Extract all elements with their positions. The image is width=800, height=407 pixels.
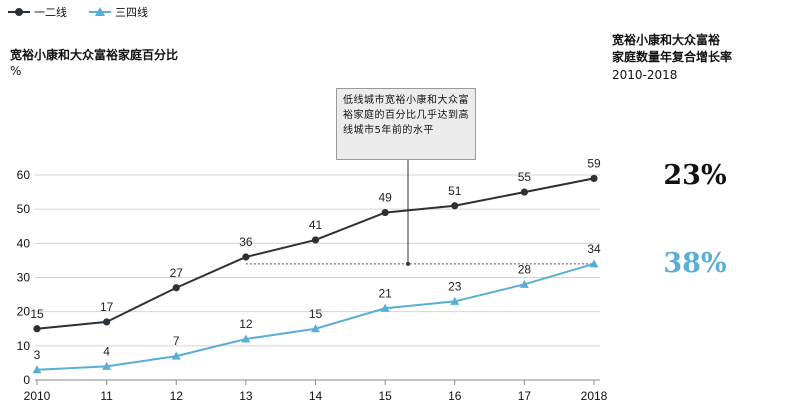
legend-label-tier12: 一二线 xyxy=(34,6,67,19)
data-label: 28 xyxy=(518,262,532,276)
annotation-leader-dot xyxy=(406,261,410,266)
cagr-title-line1: 宽裕小康和大众富裕 xyxy=(612,33,721,47)
data-label: 27 xyxy=(170,266,184,280)
legend-item-tier12: 一二线 xyxy=(8,4,67,20)
y-axis-unit: % xyxy=(10,64,22,78)
data-label: 4 xyxy=(103,344,110,358)
data-point xyxy=(589,259,599,268)
data-point xyxy=(450,296,460,305)
data-label: 55 xyxy=(518,170,532,184)
data-point xyxy=(33,325,41,333)
data-point xyxy=(241,334,251,343)
legend-swatch-tier34 xyxy=(89,7,111,17)
x-tick-label: 13 xyxy=(239,389,253,403)
x-tick-label: 16 xyxy=(448,389,462,403)
data-label: 15 xyxy=(309,307,323,321)
legend-label-tier34: 三四线 xyxy=(115,6,148,19)
x-tick-label: 17 xyxy=(518,389,532,403)
data-point xyxy=(103,318,111,326)
y-tick-label: 20 xyxy=(17,305,31,319)
data-label: 3 xyxy=(34,348,41,362)
data-point xyxy=(172,284,180,292)
data-point xyxy=(311,324,320,333)
data-label: 49 xyxy=(378,191,392,205)
data-label: 36 xyxy=(239,235,253,249)
data-label: 15 xyxy=(30,307,44,321)
x-tick-label: 11 xyxy=(100,389,113,403)
data-point xyxy=(380,303,390,312)
x-tick-label: 2010 xyxy=(24,389,51,403)
y-tick-label: 10 xyxy=(17,339,31,353)
legend: 一二线 三四线 xyxy=(8,4,170,20)
data-point xyxy=(242,253,250,261)
y-tick-label: 60 xyxy=(17,168,31,182)
data-label: 23 xyxy=(448,279,462,293)
y-tick-label: 30 xyxy=(17,271,31,285)
x-tick-label: 2018 xyxy=(581,389,608,403)
data-label: 12 xyxy=(239,317,253,331)
x-tick-label: 15 xyxy=(378,389,392,403)
cagr-title-line2: 家庭数量年复合增长率 xyxy=(612,50,733,64)
legend-item-tier34: 三四线 xyxy=(89,4,148,20)
cagr-value-tier12: 23% xyxy=(663,160,727,191)
data-point xyxy=(451,202,459,210)
data-label: 59 xyxy=(587,156,601,170)
data-point xyxy=(171,351,181,360)
x-tick-label: 12 xyxy=(170,389,184,403)
y-tick-label: 0 xyxy=(23,373,30,387)
data-label: 17 xyxy=(100,300,114,314)
data-point xyxy=(311,236,320,244)
data-label: 21 xyxy=(378,286,392,300)
data-point xyxy=(381,208,389,217)
chart-title: 宽裕小康和大众富裕家庭百分比 xyxy=(10,48,179,62)
data-point xyxy=(32,365,42,374)
annotation-callout: 低线城市宽裕小康和大众富裕家庭的百分比几乎达到高线城市5年前的水平 xyxy=(336,88,476,160)
data-point xyxy=(520,188,528,196)
y-tick-label: 40 xyxy=(17,236,31,250)
legend-swatch-tier12 xyxy=(8,7,30,17)
x-tick-label: 14 xyxy=(309,389,323,403)
data-label: 7 xyxy=(173,334,180,348)
data-label: 41 xyxy=(309,218,323,232)
cagr-title: 宽裕小康和大众富裕 家庭数量年复合增长率 xyxy=(612,32,732,66)
cagr-value-tier34: 38% xyxy=(663,248,727,279)
data-point xyxy=(590,174,598,183)
cagr-range: 2010-2018 xyxy=(612,68,678,82)
data-label: 51 xyxy=(448,184,462,198)
y-tick-label: 50 xyxy=(17,202,31,216)
data-label: 34 xyxy=(587,242,601,256)
data-point xyxy=(519,279,529,288)
data-point xyxy=(102,361,112,370)
